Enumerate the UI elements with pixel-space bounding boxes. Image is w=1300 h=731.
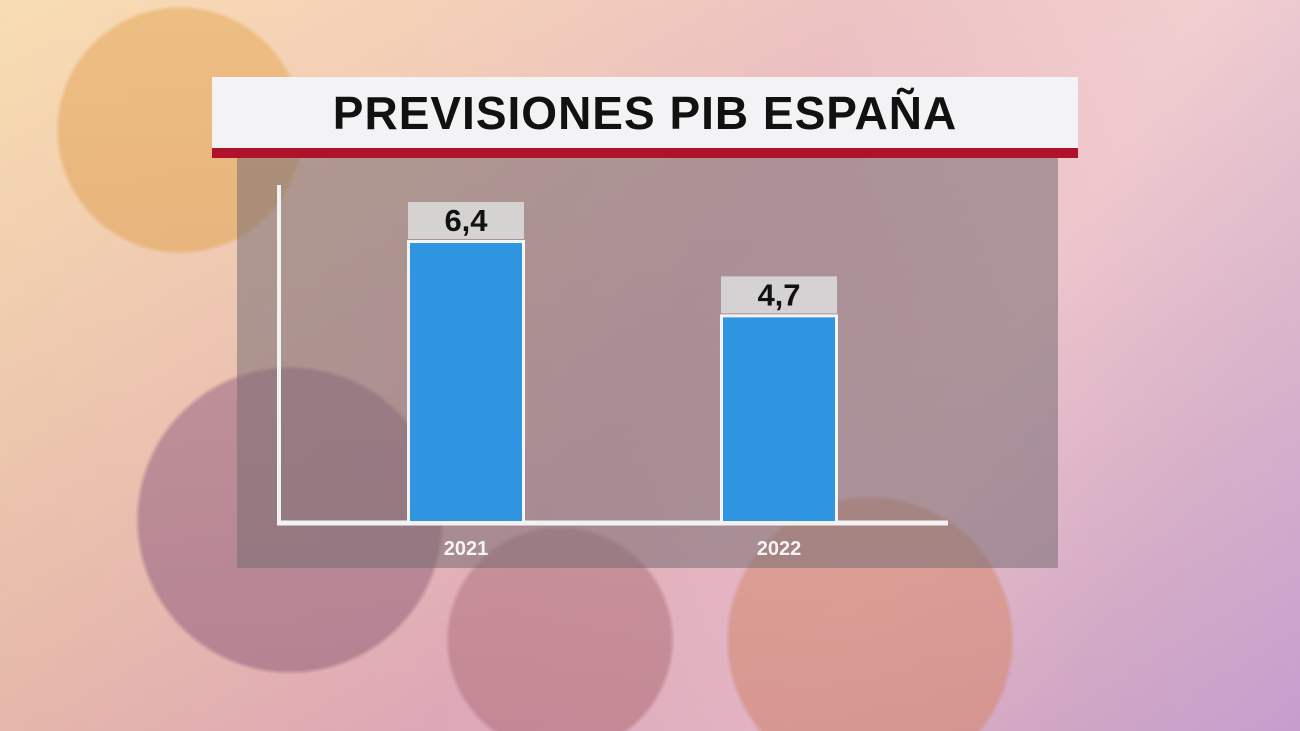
chart-title: PREVISIONES PIB ESPAÑA	[332, 86, 958, 139]
data-label: 4,7	[757, 277, 800, 312]
data-label-box	[721, 276, 837, 314]
title-stripe	[212, 148, 1078, 158]
chart-panel	[237, 158, 1058, 568]
title-bar: PREVISIONES PIB ESPAÑA	[212, 77, 1078, 148]
data-label-box	[408, 202, 524, 239]
bar-2022	[723, 317, 835, 521]
data-label: 6,4	[444, 203, 488, 238]
bar-2021	[410, 243, 522, 521]
x-tick-label: 2022	[757, 538, 802, 560]
x-tick-label: 2021	[444, 538, 489, 560]
